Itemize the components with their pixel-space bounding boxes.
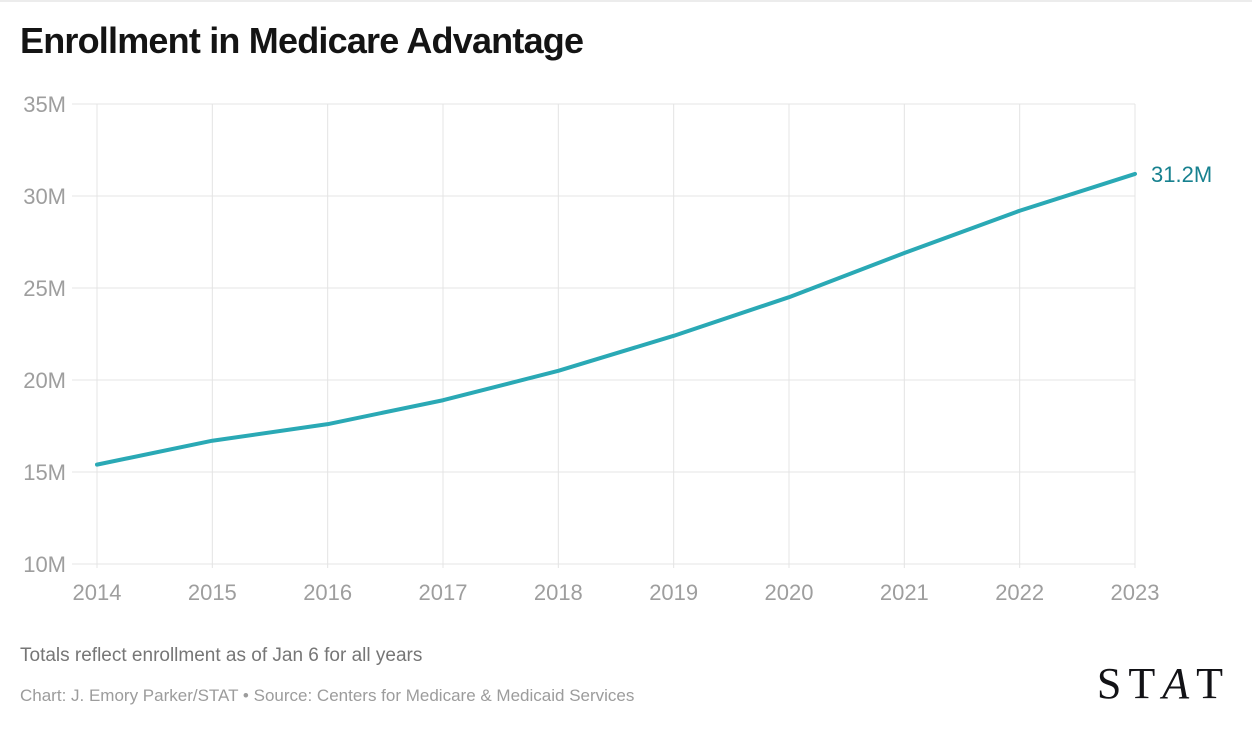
y-axis-tick-label: 35M: [23, 92, 66, 117]
x-axis-tick-label: 2015: [188, 580, 237, 605]
stat-logo: STAT: [1097, 662, 1230, 706]
x-axis-tick-label: 2022: [995, 580, 1044, 605]
x-axis-tick-label: 2020: [765, 580, 814, 605]
enrollment-chart: 10M 15M 20M 25M 30M 35M 2014 2015 2016 2017 2018 20…: [23, 92, 1212, 605]
chart-credit: Chart: J. Emory Parker/STAT • Source: Ce…: [20, 686, 635, 705]
chart-footnote: Totals reflect enrollment as of Jan 6 fo…: [20, 645, 423, 666]
x-axis-tick-label: 2021: [880, 580, 929, 605]
stat-logo-part2: A: [1162, 659, 1197, 708]
y-axis-tick-label: 25M: [23, 276, 66, 301]
line-end-value-label: 31.2M: [1151, 162, 1212, 187]
x-axis-tick-label: 2019: [649, 580, 698, 605]
x-axis-tick-label: 2017: [419, 580, 468, 605]
y-axis-tick-label: 10M: [23, 552, 66, 577]
y-axis-tick-label: 20M: [23, 368, 66, 393]
x-axis-tick-label: 2018: [534, 580, 583, 605]
page-title: Enrollment in Medicare Advantage: [20, 20, 584, 61]
stat-logo-part1: ST: [1096, 659, 1163, 708]
stat-logo-part3: T: [1196, 659, 1230, 708]
x-axis-tick-label: 2016: [303, 580, 352, 605]
y-axis-tick-label: 30M: [23, 184, 66, 209]
x-axis-tick-label: 2014: [73, 580, 122, 605]
enrollment-line: [95, 171, 1137, 467]
x-axis-tick-label: 2023: [1111, 580, 1160, 605]
y-axis-tick-label: 15M: [23, 460, 66, 485]
